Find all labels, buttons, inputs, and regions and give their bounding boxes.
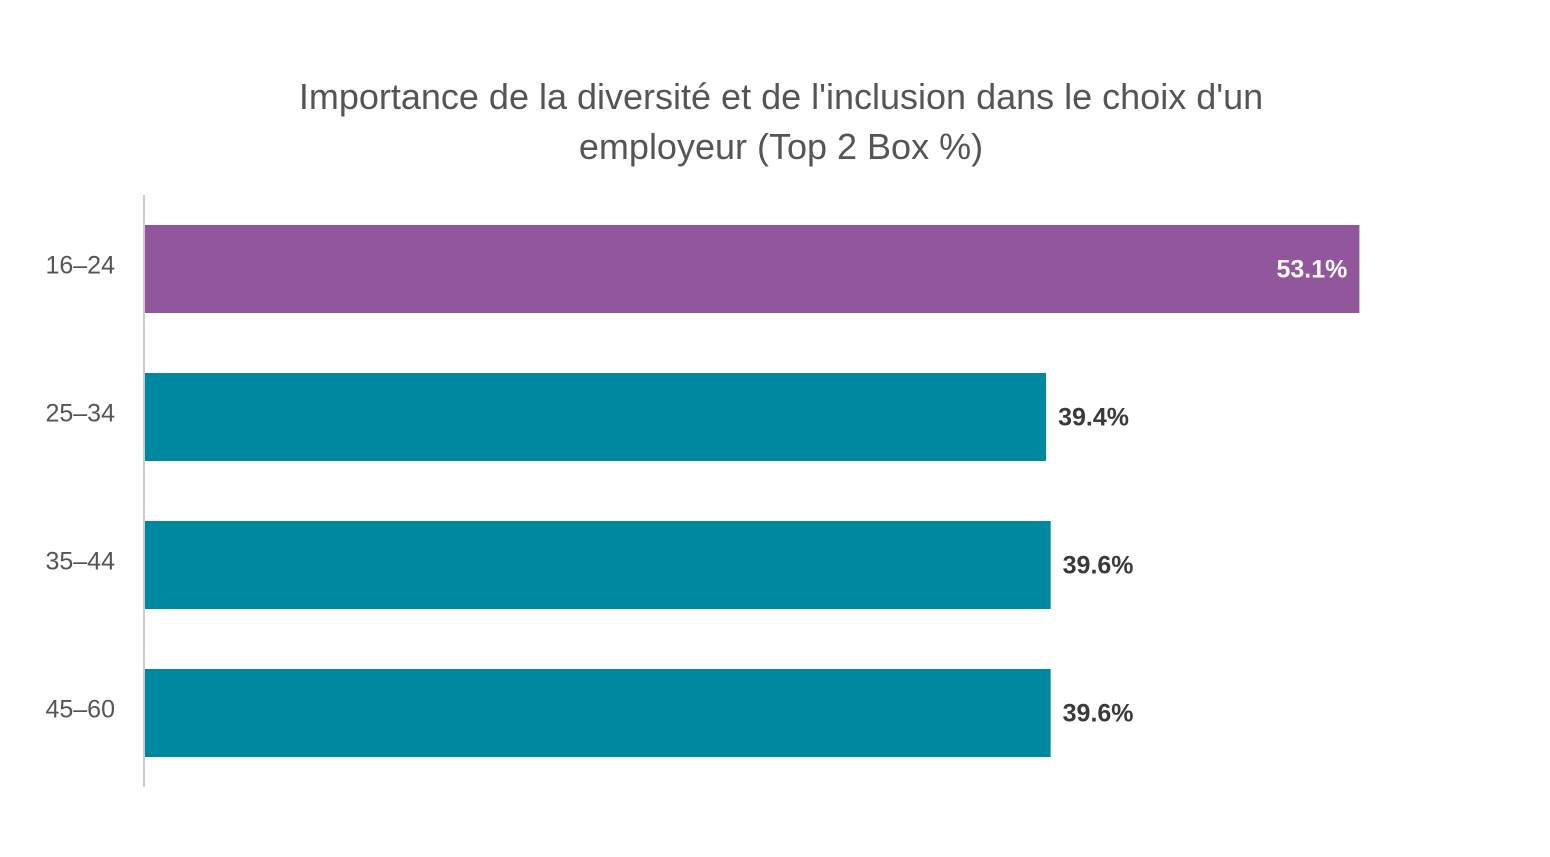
chart-title-line-1: Importance de la diversité et de l'inclu…	[298, 76, 1264, 117]
bar-2	[145, 521, 1051, 609]
value-label-1: 39.4%	[1058, 404, 1129, 432]
category-label-1: 25–34	[45, 400, 115, 428]
chart-title: Importance de la diversité et de l'inclu…	[0, 72, 1550, 172]
category-label-0: 16–24	[45, 252, 115, 280]
chart-title-line-2: employeur (Top 2 Box %)	[578, 126, 984, 167]
value-label-0: 53.1%	[1277, 256, 1348, 284]
value-label-2: 39.6%	[1063, 552, 1134, 580]
bar-0	[145, 225, 1360, 313]
category-label-2: 35–44	[45, 548, 115, 576]
value-label-3: 39.6%	[1063, 700, 1134, 728]
bar-1	[145, 373, 1047, 461]
category-label-3: 45–60	[45, 696, 115, 724]
bar-3	[145, 669, 1051, 757]
